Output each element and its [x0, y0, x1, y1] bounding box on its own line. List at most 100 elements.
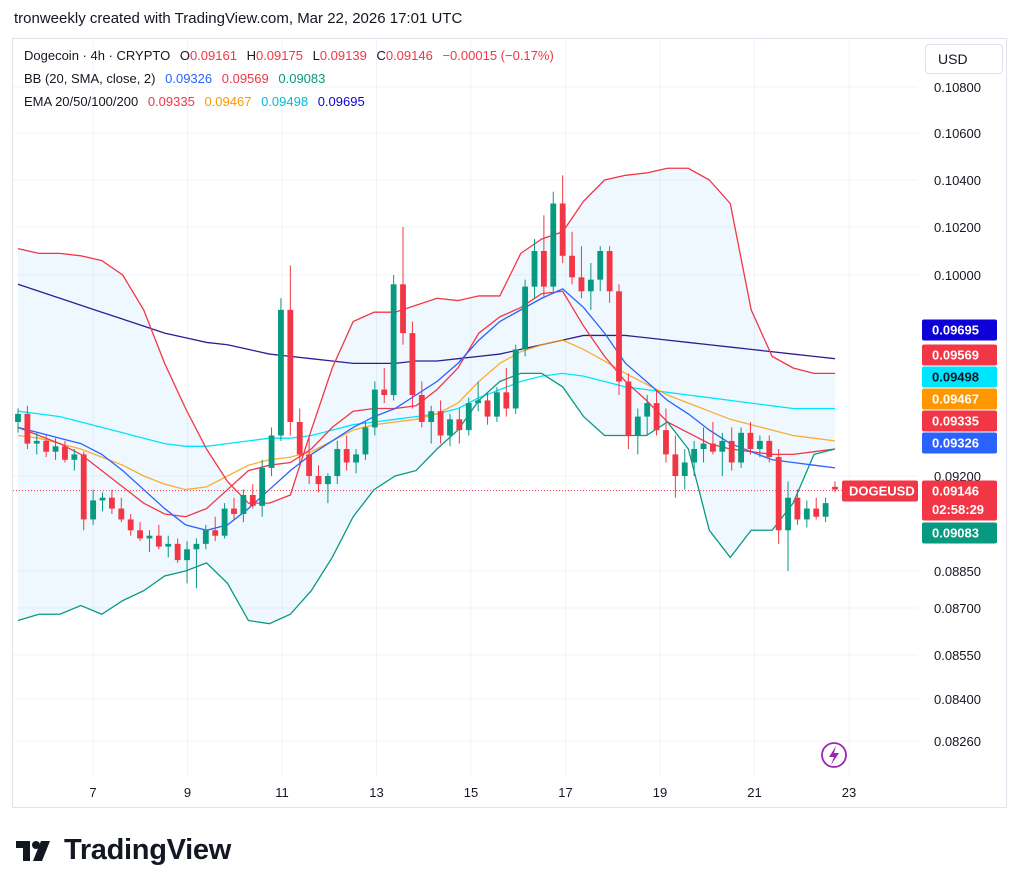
tradingview-logo-text: TradingView — [64, 834, 231, 866]
candle — [62, 440, 68, 463]
candle — [287, 265, 294, 436]
ohlc-close: C0.09146 — [376, 48, 433, 63]
candle-body — [80, 454, 87, 520]
candle-body — [522, 286, 529, 350]
candle-body — [785, 497, 791, 531]
chart-frame[interactable] — [12, 38, 1007, 808]
y-tick-label: 0.08260 — [934, 734, 981, 749]
candle — [756, 435, 763, 458]
candle — [108, 489, 115, 514]
bb-lower-value: 0.09083 — [278, 71, 326, 86]
candle-body — [33, 440, 40, 444]
candle-body — [127, 519, 134, 531]
candle-body — [334, 449, 341, 476]
price-axis: 0.10800 0.10600 0.10400 0.10200 0.10000 0.092… — [934, 80, 981, 749]
candle — [456, 408, 463, 444]
candle-body — [578, 277, 585, 292]
candle — [606, 246, 613, 303]
legend-bb-row: BB (20, SMA, close, 2) 0.09326 0.09569 0… — [24, 71, 331, 86]
candle — [484, 392, 491, 425]
candle-body — [663, 430, 669, 455]
candle-body — [616, 291, 622, 382]
candle — [343, 435, 350, 471]
candle-body — [813, 508, 820, 517]
symbol-name[interactable]: Dogecoin · 4h · CRYPTO — [24, 48, 171, 63]
price-tag-bg — [922, 410, 997, 432]
candle — [202, 524, 209, 550]
candle — [306, 438, 313, 485]
candle — [447, 413, 453, 447]
candle — [362, 422, 369, 460]
candle-body — [691, 449, 698, 463]
x-tick-label: 21 — [747, 785, 761, 800]
candle — [24, 405, 31, 449]
y-tick-label: 0.10400 — [934, 173, 981, 188]
candle-body — [249, 495, 256, 506]
candle-body — [738, 432, 745, 463]
price-tag-label: 0.09467 — [932, 392, 979, 407]
y-tick-label: 0.10800 — [934, 80, 981, 95]
candle-body — [437, 411, 444, 436]
ema-label[interactable]: EMA 20/50/100/200 — [24, 94, 139, 109]
candle-body — [728, 440, 735, 463]
candle-body — [71, 454, 78, 460]
x-tick-label: 11 — [275, 785, 289, 800]
lightning-icon[interactable] — [821, 742, 847, 768]
candle-body — [43, 440, 50, 452]
candle — [569, 231, 575, 285]
candle-body — [137, 530, 143, 539]
candle — [644, 395, 651, 436]
candle-body — [803, 508, 810, 520]
price-tag-label: 0.09695 — [932, 323, 979, 338]
price-tag-bg — [922, 522, 997, 544]
candle-body — [240, 495, 247, 514]
candle-body — [362, 427, 369, 455]
y-tick-label: 0.08400 — [934, 692, 981, 707]
candle-body — [428, 411, 435, 422]
candle — [587, 263, 594, 310]
candle — [747, 422, 754, 455]
bb-basis-value: 0.09326 — [165, 71, 213, 86]
x-tick-label: 9 — [184, 785, 191, 800]
candle-body — [381, 389, 388, 395]
tradingview-logo[interactable]: TradingView — [16, 834, 231, 867]
y-tick-label: 0.08850 — [934, 564, 981, 579]
candle — [315, 465, 322, 493]
candle-body — [418, 395, 425, 422]
candle — [428, 405, 435, 444]
bb-label[interactable]: BB (20, SMA, close, 2) — [24, 71, 156, 86]
candle-body — [278, 309, 284, 436]
currency-button[interactable]: USD — [925, 44, 1003, 74]
ohlc-change: −0.00015 (−0.17%) — [442, 48, 554, 63]
candle-body — [634, 416, 641, 436]
candle — [437, 400, 444, 444]
candle-body — [710, 443, 716, 452]
candle-body — [409, 333, 416, 395]
candle — [550, 191, 557, 292]
candle — [559, 175, 566, 263]
candle — [672, 435, 679, 498]
candle-body — [212, 530, 219, 536]
candlesticks — [15, 175, 838, 589]
time-axis: 7 9 11 13 15 17 19 21 23 — [89, 785, 856, 800]
candle — [512, 344, 519, 414]
candle — [118, 497, 125, 523]
candle-body — [184, 549, 190, 561]
candle-body — [108, 497, 115, 509]
candle-body — [775, 457, 782, 531]
candle — [522, 279, 529, 357]
candle-body — [15, 413, 21, 422]
candle — [146, 530, 153, 552]
candle-body — [559, 203, 566, 256]
candle — [174, 538, 181, 563]
candle — [803, 500, 810, 528]
candle — [691, 440, 698, 476]
candle-body — [832, 486, 838, 490]
price-tag-label: 0.09335 — [932, 414, 979, 429]
candle-body — [400, 284, 406, 334]
candle — [52, 438, 59, 460]
candle — [794, 489, 801, 525]
price-tag-bg — [922, 432, 997, 454]
candle-body — [353, 454, 359, 463]
